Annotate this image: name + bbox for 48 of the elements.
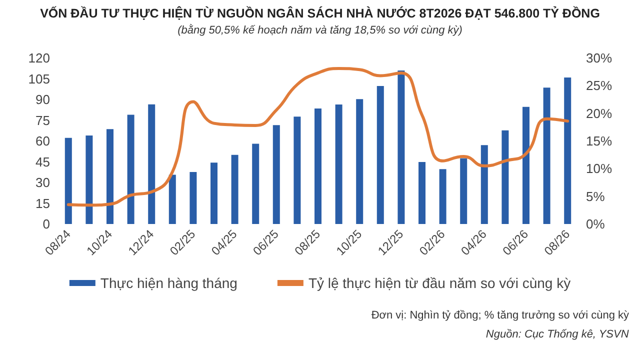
y2-tick-label: 5% bbox=[586, 188, 606, 204]
bar bbox=[418, 162, 426, 224]
bar bbox=[64, 138, 72, 224]
bar bbox=[398, 70, 405, 224]
bar bbox=[480, 145, 488, 224]
y-tick-label: 105 bbox=[28, 71, 50, 86]
legend-label: Thực hiện hàng tháng bbox=[100, 275, 238, 291]
y-tick-label: 30 bbox=[36, 175, 50, 190]
bar bbox=[106, 129, 114, 224]
y-tick-label: 60 bbox=[36, 134, 50, 148]
y-tick-label: 0 bbox=[42, 216, 50, 232]
bar bbox=[210, 162, 218, 224]
bar bbox=[356, 99, 364, 224]
bar bbox=[168, 174, 176, 224]
bar bbox=[502, 130, 509, 224]
line-series bbox=[66, 67, 570, 207]
y2-tick-label: 20% bbox=[586, 106, 612, 121]
y-tick-label: 90 bbox=[36, 92, 50, 107]
y2-tick-label: 30% bbox=[586, 50, 612, 66]
bar bbox=[148, 104, 156, 224]
bar bbox=[231, 154, 238, 224]
y-tick-label: 15 bbox=[36, 196, 50, 211]
bar bbox=[294, 116, 301, 224]
bar bbox=[543, 88, 550, 224]
y-tick-label: 45 bbox=[36, 154, 50, 170]
bar bbox=[335, 104, 342, 224]
bar bbox=[439, 169, 446, 224]
y-tick-label: 75 bbox=[36, 112, 50, 128]
bar bbox=[564, 78, 572, 224]
bar bbox=[86, 135, 93, 224]
bar bbox=[522, 106, 530, 224]
bar bbox=[190, 172, 197, 224]
bar bbox=[252, 144, 260, 224]
bar bbox=[314, 108, 322, 224]
legend-label: Tỷ lệ thực hiện từ đầu năm so với cùng kỳ bbox=[308, 275, 571, 291]
text: Nguồn: Cục Thống kê, YSVN bbox=[486, 328, 629, 340]
y-tick-label: 120 bbox=[28, 50, 50, 66]
bar bbox=[376, 86, 384, 224]
y2-tick-label: 10% bbox=[586, 161, 612, 176]
y2-tick-label: 0% bbox=[586, 216, 606, 232]
text: Đơn vị: Nghìn tỷ đồng; % tăng trưởng so với cùng kỳ bbox=[371, 310, 630, 322]
bar bbox=[127, 114, 134, 224]
bar bbox=[460, 158, 468, 224]
y2-tick-label: 15% bbox=[586, 134, 612, 148]
chart-title: VỐN ĐẦU TƯ THỰC HIỆN TỪ NGUỒN NGÂN SÁCH NHÀ NƯỚC 8T2026 ĐẠT 546.800 TỶ ĐỒNG bbox=[40, 6, 600, 20]
bar bbox=[272, 125, 280, 224]
chart-subtitle: (bằng 50,5% kế hoạch năm và tăng 18,5% so với cùng kỳ) bbox=[178, 24, 463, 36]
y2-tick-label: 25% bbox=[586, 78, 612, 94]
